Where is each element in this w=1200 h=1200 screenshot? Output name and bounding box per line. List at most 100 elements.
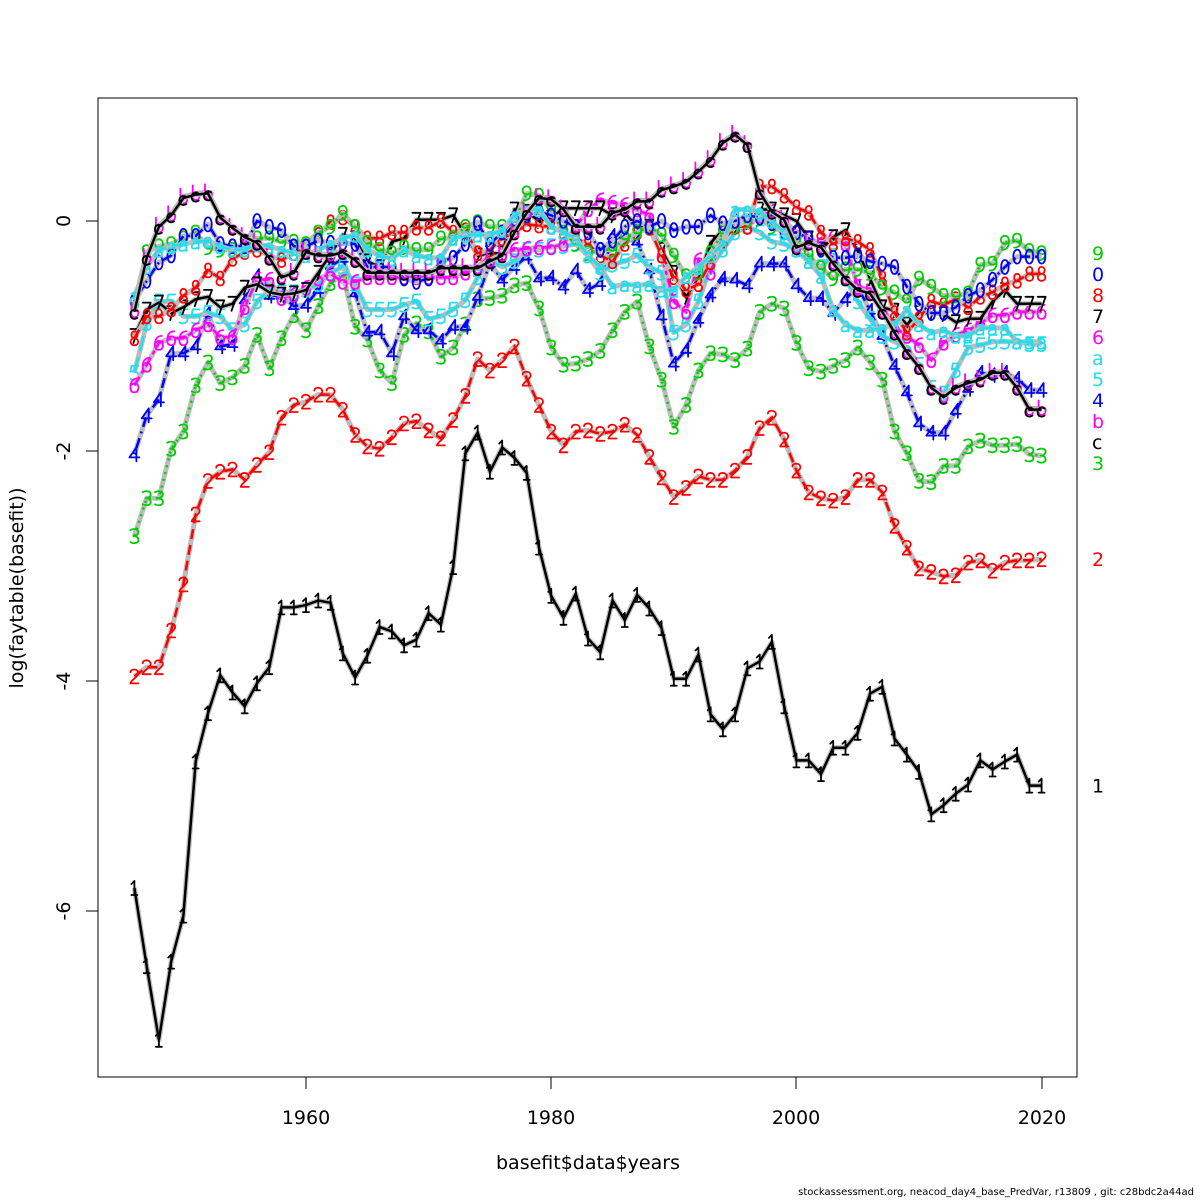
point-marker-6 (178, 330, 189, 347)
point-marker-2 (178, 576, 189, 593)
point-marker-8 (534, 217, 544, 234)
series-name-label: 9 (1092, 243, 1104, 265)
point-marker-c (705, 157, 715, 168)
point-marker-c (227, 225, 237, 236)
point-marker-0 (620, 218, 630, 235)
point-marker-0 (889, 259, 900, 275)
point-marker-9 (816, 260, 826, 277)
point-marker-1 (584, 630, 592, 647)
point-marker-c (129, 309, 139, 320)
point-marker-3 (803, 360, 814, 377)
point-marker-7 (828, 229, 839, 246)
point-marker-2 (1036, 551, 1047, 567)
point-marker-1 (1037, 777, 1046, 794)
point-marker-2 (252, 457, 262, 473)
point-marker-1 (179, 907, 188, 924)
point-marker-3 (718, 346, 728, 363)
point-marker-4 (925, 424, 938, 441)
point-marker-c (178, 195, 188, 206)
point-marker-a (718, 240, 727, 252)
point-marker-2 (742, 449, 753, 465)
point-marker-a (987, 323, 997, 336)
point-marker-2 (546, 423, 557, 440)
point-marker-2 (313, 386, 324, 403)
point-marker-2 (325, 386, 336, 403)
point-marker-2 (693, 468, 704, 485)
point-marker-c (865, 290, 874, 302)
point-marker-3 (607, 322, 618, 339)
point-marker-8 (154, 308, 164, 325)
point-marker-3 (828, 357, 839, 374)
point-marker-1 (939, 797, 948, 814)
point-marker-2 (914, 560, 924, 577)
point-marker-2 (681, 480, 691, 496)
point-marker-0 (718, 215, 728, 232)
point-marker-7 (423, 211, 434, 228)
point-marker-3 (521, 275, 532, 292)
point-marker-1 (130, 880, 139, 896)
series-name-label: 2 (1092, 549, 1104, 571)
point-marker-a (411, 251, 421, 264)
point-marker-4 (459, 318, 472, 335)
point-marker-c (914, 364, 923, 375)
point-marker-3 (264, 360, 275, 377)
point-marker-9 (656, 226, 667, 243)
point-marker-a (926, 328, 936, 341)
point-marker-3 (129, 528, 140, 545)
point-marker-1 (841, 739, 850, 756)
point-marker-4 (802, 290, 815, 307)
point-marker-9 (1012, 232, 1022, 249)
point-marker-2 (938, 568, 949, 585)
point-marker-3 (963, 438, 973, 455)
point-marker-1 (853, 724, 862, 741)
point-marker-4 (177, 345, 190, 362)
point-marker-4 (680, 341, 692, 358)
point-marker-2 (141, 659, 152, 676)
point-marker-3 (190, 377, 201, 394)
point-marker-1 (216, 667, 225, 684)
point-marker-1 (326, 594, 335, 611)
point-marker-8 (423, 219, 434, 236)
point-marker-1 (363, 647, 372, 664)
point-marker-2 (534, 397, 544, 413)
point-marker-c (644, 198, 654, 210)
point-marker-a (705, 251, 715, 264)
point-marker-1 (743, 660, 752, 677)
point-marker-2 (901, 539, 912, 556)
point-marker-1 (1001, 753, 1009, 770)
point-marker-2 (803, 484, 814, 501)
point-marker-6 (153, 334, 164, 351)
point-marker-4 (582, 282, 594, 298)
point-marker-c (828, 260, 838, 272)
point-marker-c (423, 269, 433, 281)
point-marker-9 (350, 218, 361, 235)
point-marker-2 (668, 489, 679, 505)
point-marker-c (460, 265, 470, 276)
point-marker-2 (865, 472, 875, 488)
point-marker-8 (142, 308, 152, 325)
point-marker-2 (215, 463, 226, 480)
point-marker-9 (325, 218, 336, 235)
point-marker-a (460, 230, 470, 243)
point-marker-8 (693, 276, 704, 293)
series-name-label: c (1092, 432, 1102, 454)
point-marker-5 (374, 301, 385, 318)
point-marker-a (374, 251, 384, 264)
point-marker-4 (778, 255, 791, 272)
point-marker-3 (938, 457, 949, 474)
point-marker-3 (374, 362, 385, 379)
point-marker-3 (889, 423, 900, 440)
point-marker-4 (533, 270, 545, 287)
point-marker-0 (853, 247, 863, 264)
point-marker-7 (252, 276, 262, 293)
point-marker-6 (141, 356, 152, 373)
point-marker-9 (484, 218, 495, 235)
point-marker-9 (362, 234, 373, 251)
point-marker-5 (472, 269, 483, 286)
point-marker-c (852, 287, 862, 298)
point-marker-4 (410, 322, 423, 339)
point-marker-4 (949, 402, 962, 419)
point-marker-8 (387, 224, 397, 241)
point-marker-c (301, 249, 310, 260)
